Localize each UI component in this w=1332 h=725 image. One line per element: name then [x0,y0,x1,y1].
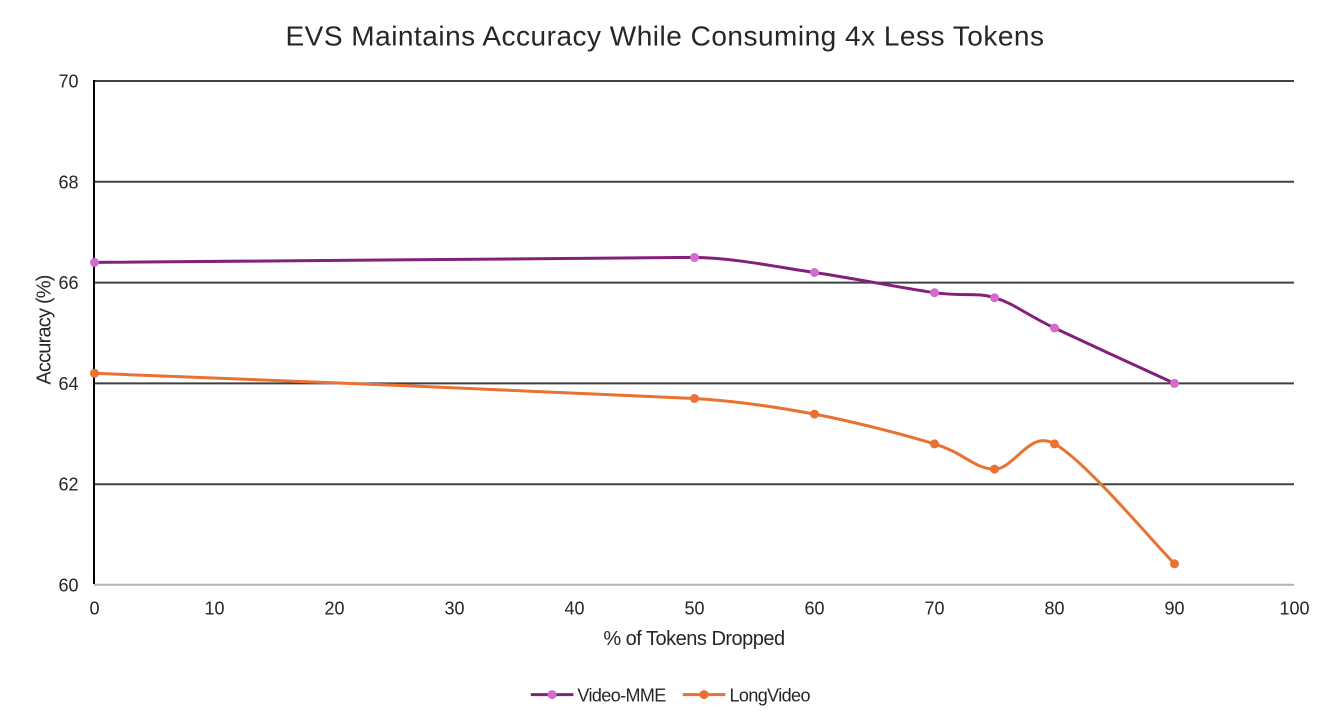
svg-text:50: 50 [684,599,704,619]
svg-text:60: 60 [804,599,824,619]
svg-text:100: 100 [1279,599,1309,619]
svg-text:Video-MME: Video-MME [577,685,666,705]
svg-text:30: 30 [444,599,464,619]
svg-text:90: 90 [1164,599,1184,619]
svg-text:68: 68 [58,172,78,192]
svg-text:Accuracy (%): Accuracy (%) [34,275,56,384]
svg-text:EVS Maintains Accuracy While C: EVS Maintains Accuracy While Consuming 4… [286,21,1045,52]
svg-text:64: 64 [58,374,78,394]
svg-text:62: 62 [58,475,78,495]
svg-text:60: 60 [58,576,78,596]
svg-text:66: 66 [58,273,78,293]
svg-text:40: 40 [564,599,584,619]
svg-text:% of Tokens Dropped: % of Tokens Dropped [603,628,784,650]
svg-text:0: 0 [89,599,99,619]
svg-text:70: 70 [924,599,944,619]
svg-text:LongVideo: LongVideo [730,685,811,705]
svg-text:10: 10 [204,599,224,619]
svg-text:80: 80 [1044,599,1064,619]
svg-text:70: 70 [58,72,78,92]
svg-text:20: 20 [324,599,344,619]
